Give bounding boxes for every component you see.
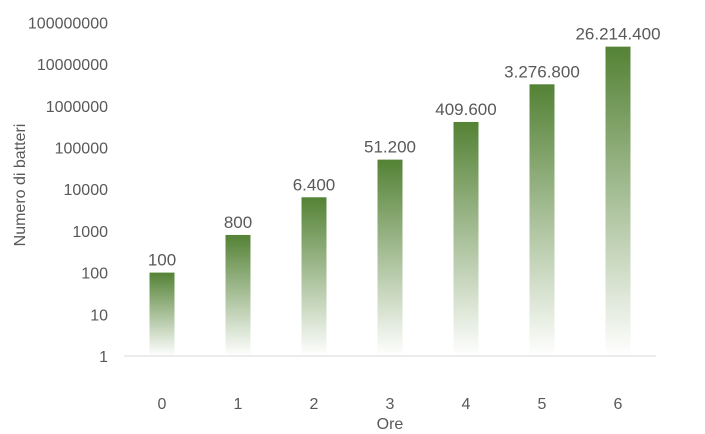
y-tick-label: 1000000 [46,99,108,116]
x-tick-label: 5 [538,396,547,413]
y-tick-label: 10 [90,307,108,324]
x-axis-tick-labels: 0 1 2 3 4 5 6 [158,396,623,413]
y-tick-label: 10000000 [37,57,108,74]
bar [301,197,327,356]
y-axis-tick-labels: 1 10 100 1000 10000 100000 1000000 10000000 1000… [28,15,108,366]
bar [225,234,251,356]
data-label: 800 [224,213,252,232]
data-label: 6.400 [293,175,336,194]
x-tick-label: 2 [310,396,319,413]
bar [453,121,479,356]
x-tick-label: 3 [386,396,395,413]
data-label: 3.276.800 [504,62,580,81]
y-tick-label: 100 [81,266,108,283]
bars [149,46,631,357]
bar [529,84,555,357]
y-tick-label: 1 [99,349,108,366]
x-tick-label: 6 [614,396,623,413]
x-tick-label: 4 [462,396,471,413]
y-tick-label: 100000000 [28,15,108,32]
data-label: 100 [148,251,176,270]
x-tick-label: 0 [158,396,167,413]
bar [605,46,631,357]
y-tick-label: 1000 [72,224,108,241]
data-label: 409.600 [435,100,496,119]
y-tick-label: 100000 [55,141,108,158]
data-label: 26.214.400 [575,25,660,44]
data-label: 51.200 [364,138,416,157]
bar [377,159,403,356]
y-tick-label: 10000 [64,182,109,199]
data-labels: 100 800 6.400 51.200 409.600 3.276.800 26.214.… [148,25,661,270]
y-axis-title: Numero di batteri [12,124,29,247]
x-tick-label: 1 [234,396,243,413]
x-axis-title: Ore [377,416,404,433]
bar [149,272,175,356]
